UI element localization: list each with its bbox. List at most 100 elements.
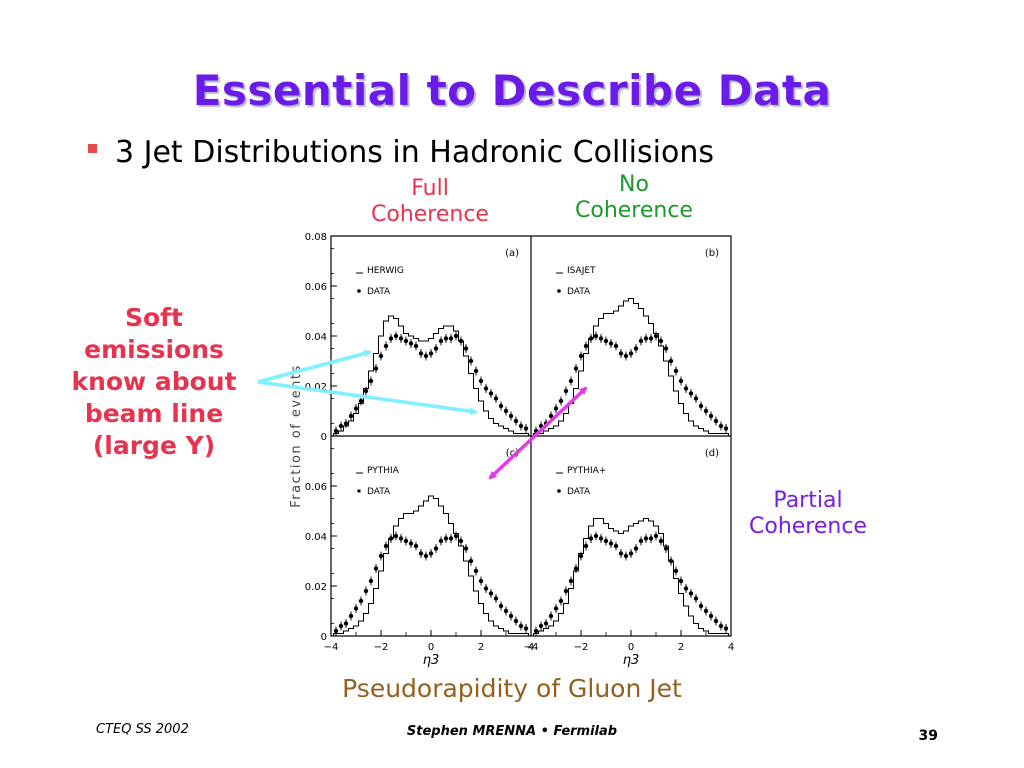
data-point [663, 546, 669, 551]
data-point [463, 346, 469, 351]
data-point [608, 341, 614, 346]
data-point [508, 613, 514, 619]
data-point [718, 623, 724, 629]
data-point [688, 391, 694, 396]
data-point [473, 368, 479, 374]
data-point [383, 343, 389, 349]
data-point [533, 628, 539, 634]
x-tick-label: −4 [524, 642, 539, 653]
data-point [393, 533, 399, 539]
data-point [563, 588, 569, 594]
data-point [508, 413, 514, 419]
data-point [418, 351, 424, 356]
data-point [333, 628, 339, 634]
data-point [713, 618, 719, 624]
data-point [523, 626, 529, 631]
data-point [353, 406, 359, 411]
data-point [558, 398, 564, 404]
y-tick-label: 0 [321, 432, 327, 443]
data-point [353, 606, 359, 611]
data-point [723, 626, 729, 631]
data-point [348, 613, 354, 619]
data-point [633, 546, 639, 551]
label-partial-coherence: Partial Coherence [734, 488, 882, 540]
data-point [668, 358, 674, 364]
data-point [358, 398, 364, 404]
legend-entry: PYTHIA [367, 466, 400, 476]
arrow-to-center-dip [257, 349, 372, 384]
data-point [538, 623, 544, 629]
data-point [478, 578, 484, 584]
histogram-series-pythia [333, 495, 529, 636]
data-point [488, 591, 494, 596]
data-point [613, 543, 619, 549]
data-point [498, 603, 504, 609]
data-point [378, 553, 384, 559]
data-point [438, 338, 444, 344]
data-point [358, 598, 364, 604]
data-point [658, 338, 664, 344]
data-point [398, 336, 404, 341]
data-point [658, 538, 664, 544]
legend-entry: DATA [367, 287, 391, 297]
x-tick-label: −2 [374, 642, 389, 653]
x-tick-label: 4 [528, 642, 534, 653]
data-point [498, 403, 504, 409]
data-point [638, 338, 644, 344]
data-point [678, 578, 684, 584]
panel-label: (b) [705, 248, 719, 259]
data-point [438, 538, 444, 544]
data-point [608, 541, 614, 546]
data-point [628, 551, 634, 556]
data-point [643, 336, 649, 341]
data-point [518, 623, 524, 629]
data-point [368, 378, 374, 384]
data-point [408, 541, 414, 546]
data-point [643, 536, 649, 541]
data-point [578, 353, 584, 359]
data-point [703, 408, 709, 414]
page-number: 39 [918, 728, 938, 744]
x-tick-label: 0 [428, 642, 434, 653]
y-tick-label: 0.02 [305, 582, 327, 593]
data-point [718, 423, 724, 429]
data-point [348, 413, 354, 419]
label-no-coherence: No Coherence [562, 172, 706, 224]
legend-marker-swatch [357, 289, 361, 293]
x-axis-label: η3 [623, 653, 640, 668]
data-point [663, 346, 669, 351]
data-point [588, 536, 594, 541]
y-tick-label: 0.04 [305, 332, 327, 343]
data-point [568, 578, 574, 584]
data-point [458, 538, 464, 544]
x-axis-label: η3 [423, 653, 440, 668]
y-tick-label: 0.06 [305, 282, 327, 293]
data-point [683, 386, 689, 391]
label-soft-emissions-line: (large Y) [92, 431, 216, 460]
data-point [618, 551, 624, 556]
data-point [433, 546, 439, 551]
y-tick-label: 0.04 [305, 532, 327, 543]
data-point [443, 336, 449, 341]
data-point [503, 408, 509, 414]
y-tick-label: 0 [321, 632, 327, 643]
label-full-coherence-line: Coherence [371, 202, 489, 227]
data-point [338, 623, 344, 629]
data-point [708, 613, 714, 619]
data-point [503, 608, 509, 614]
bullet-text: 3 Jet Distributions in Hadronic Collisio… [115, 134, 714, 170]
data-point [443, 536, 449, 541]
data-point [623, 553, 629, 559]
data-point [583, 543, 589, 549]
data-point [573, 366, 579, 371]
legend-marker-swatch [557, 489, 561, 493]
data-point [493, 596, 499, 601]
data-point [693, 396, 699, 401]
data-point [558, 598, 564, 604]
data-point [428, 551, 434, 556]
label-soft-emissions: Soft emissions know about beam line (lar… [62, 302, 246, 462]
y-tick-label: 0.08 [305, 232, 327, 243]
data-point [468, 358, 474, 364]
data-point [373, 366, 379, 371]
data-point [473, 568, 479, 574]
